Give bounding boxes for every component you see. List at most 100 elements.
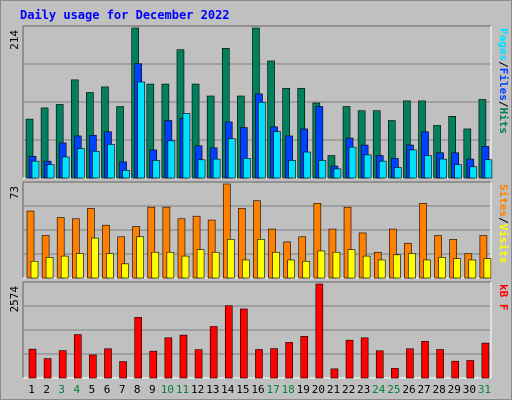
legend-1: Pages/Files/Hits <box>497 28 510 134</box>
bar-sites-day-12 <box>192 215 201 279</box>
bar-kb-f-day-6 <box>104 348 112 379</box>
bar-sites-day-22 <box>343 206 352 279</box>
bar-pages-day-4 <box>76 148 85 179</box>
bar-pages-day-15 <box>243 158 251 179</box>
bar-kb-f-day-12 <box>194 349 203 379</box>
x-tick-label-day-1: 1 <box>28 383 35 396</box>
bar-visits-day-17 <box>272 251 280 279</box>
bar-sites-day-19 <box>298 236 307 279</box>
x-tick-label-day-16: 16 <box>251 383 264 396</box>
x-tick-label-day-11: 11 <box>176 383 189 396</box>
bar-visits-day-16 <box>257 239 265 279</box>
x-tick-label-day-18: 18 <box>282 383 295 396</box>
y-max-label: 214 <box>8 30 21 50</box>
x-tick-label-day-25: 25 <box>387 383 400 396</box>
bar-pages-day-8 <box>137 81 145 179</box>
bar-visits-day-14 <box>226 239 235 279</box>
bar-kb-f-day-4 <box>73 334 82 379</box>
bar-kb-f-day-11 <box>179 334 188 379</box>
legend-entry-visits: Visits <box>497 224 510 264</box>
legend-entry-pages: Pages <box>497 28 510 61</box>
bar-pages-day-24 <box>378 160 387 179</box>
bar-kb-f-day-29 <box>451 360 460 379</box>
bar-sites-day-4 <box>71 218 80 279</box>
chart-title: Daily usage for December 2022 <box>20 8 230 22</box>
x-tick-label-day-29: 29 <box>448 383 461 396</box>
bar-sites-day-2 <box>41 235 50 279</box>
bar-sites-day-11 <box>177 218 186 279</box>
bar-visits-day-11 <box>181 255 190 279</box>
bar-kb-f-day-7 <box>119 361 127 379</box>
x-tick-label-day-24: 24 <box>372 383 386 396</box>
bar-pages-day-2 <box>46 164 55 179</box>
bar-visits-day-22 <box>347 249 356 279</box>
x-tick-label-day-27: 27 <box>417 383 430 396</box>
bar-kb-f-day-25 <box>391 368 399 379</box>
bar-visits-day-29 <box>453 258 462 279</box>
bar-pages-day-16 <box>258 101 266 179</box>
bar-visits-day-7 <box>121 263 129 279</box>
bar-pages-day-19 <box>303 151 312 179</box>
x-tick-label-day-23: 23 <box>357 383 370 396</box>
bar-pages-day-5 <box>92 151 100 179</box>
bar-kb-f-day-23 <box>360 337 369 379</box>
x-tick-label-day-8: 8 <box>134 383 141 396</box>
bar-visits-day-30 <box>468 259 477 279</box>
bar-kb-f-day-15 <box>240 308 248 379</box>
bar-visits-day-31 <box>483 258 492 279</box>
bar-kb-f-day-17 <box>270 348 278 379</box>
bar-visits-day-4 <box>75 253 84 279</box>
bar-visits-day-19 <box>302 260 311 279</box>
bar-visits-day-28 <box>438 257 446 279</box>
bar-visits-day-20 <box>317 250 326 279</box>
bar-visits-day-12 <box>196 249 205 279</box>
bar-sites-day-15 <box>238 208 246 279</box>
bar-pages-day-9 <box>152 160 161 179</box>
x-tick-label-day-15: 15 <box>236 383 249 396</box>
bar-pages-day-11 <box>182 113 191 179</box>
bar-kb-f-day-10 <box>164 337 173 379</box>
legend-entry-sep1: / <box>497 217 510 224</box>
bar-visits-day-6 <box>106 253 114 279</box>
bar-sites-day-9 <box>147 206 156 279</box>
bar-sites-day-3 <box>56 217 65 279</box>
bar-kb-f-day-26 <box>406 348 414 379</box>
bar-kb-f-day-9 <box>149 350 158 379</box>
y-max-label: 73 <box>8 186 21 199</box>
bar-kb-f-day-27 <box>421 340 429 379</box>
x-tick-label-day-21: 21 <box>327 383 340 396</box>
bar-pages-day-13 <box>212 158 221 179</box>
bar-pages-day-1 <box>31 160 40 179</box>
bar-visits-day-24 <box>377 259 386 279</box>
x-tick-label-day-2: 2 <box>43 383 50 396</box>
x-tick-label-day-28: 28 <box>433 383 446 396</box>
bar-pages-day-21 <box>333 168 342 179</box>
bar-kb-f-day-5 <box>89 354 97 379</box>
bar-kb-f-day-16 <box>255 349 263 379</box>
x-tick-label-day-20: 20 <box>312 383 325 396</box>
bar-sites-day-20 <box>313 203 322 279</box>
bar-sites-day-14 <box>222 183 231 279</box>
x-tick-label-day-22: 22 <box>342 383 355 396</box>
bar-kb-f-day-21 <box>330 368 339 379</box>
bar-visits-day-21 <box>332 251 341 279</box>
bar-kb-f-day-3 <box>58 350 67 379</box>
bar-visits-day-9 <box>151 251 160 279</box>
bar-kb-f-day-8 <box>134 317 142 379</box>
legend-entry-kbytes: kB F <box>497 284 510 311</box>
bar-visits-day-25 <box>393 254 401 279</box>
legend-entry-files: Files <box>497 68 510 101</box>
bar-sites-day-31 <box>479 235 488 279</box>
bar-visits-day-1 <box>30 260 39 279</box>
bar-kb-f-day-19 <box>300 336 309 379</box>
bar-pages-day-6 <box>107 144 115 179</box>
x-tick-label-day-3: 3 <box>58 383 65 396</box>
bar-pages-day-30 <box>469 166 478 179</box>
x-tick-label-day-4: 4 <box>74 383 81 396</box>
x-tick-label-day-14: 14 <box>221 383 235 396</box>
x-tick-label-day-31: 31 <box>478 383 491 396</box>
bar-pages-day-12 <box>197 159 206 179</box>
legend-entry-hits: Hits <box>497 108 510 135</box>
bar-sites-day-23 <box>358 232 367 279</box>
bar-kb-f-day-24 <box>375 350 384 379</box>
